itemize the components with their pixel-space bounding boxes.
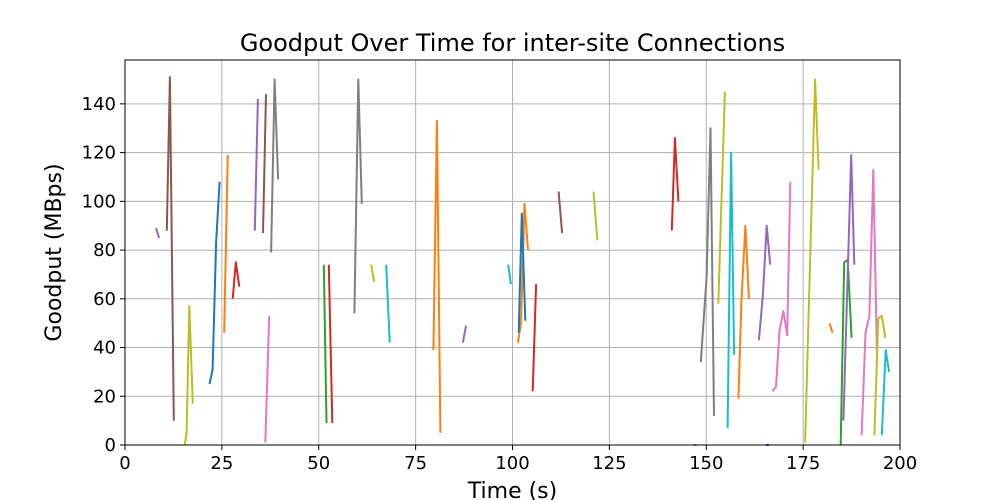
series-line [208,181,221,385]
series-line [270,78,280,253]
chart-title: Goodput Over Time for inter-site Connect… [240,29,785,57]
series-line [253,98,259,231]
series-line [183,305,194,446]
series-line [262,94,267,234]
series-line [517,212,527,333]
series-line [839,258,853,446]
series-line [860,168,879,436]
x-tick-label: 100 [495,453,529,474]
x-tick-label: 25 [210,453,233,474]
series-line [880,349,891,436]
series-line [828,322,834,334]
y-tick-label: 40 [93,338,116,359]
x-tick-label: 0 [119,453,130,474]
y-tick-label: 140 [82,94,116,115]
series-line [432,119,442,433]
series-line [385,264,391,343]
y-tick-label: 100 [82,191,116,212]
series-line [370,264,376,282]
series-line [592,191,599,241]
x-tick-label: 50 [307,453,330,474]
series-line [322,264,328,424]
series-lines [155,76,891,446]
series-line [726,151,736,428]
x-tick-label: 150 [689,453,723,474]
series-line [353,78,363,314]
y-tick-label: 120 [82,143,116,164]
series-line [557,191,564,234]
y-tick-label: 0 [105,435,116,456]
series-line [165,76,175,421]
series-line [842,154,856,421]
x-tick-label: 175 [786,453,820,474]
series-line [717,91,726,304]
series-line [327,264,334,424]
y-tick-label: 20 [93,386,116,407]
series-line [223,154,229,333]
series-line [757,224,772,341]
series-line [737,224,750,399]
x-axis-label: Time (s) [467,479,557,500]
x-tick-label: 125 [592,453,626,474]
series-line [264,315,271,443]
series-line [699,127,715,416]
series-line [231,261,241,299]
series-line [155,227,161,239]
axis-ticks: 0 25 50 75 100 125 150 175 200 0 20 40 60 80 100 120 140 [82,94,918,474]
y-axis-label: Goodput (MBps) [42,163,67,341]
series-line [507,264,512,285]
series-line [531,284,538,392]
grid-lines [124,60,901,446]
x-tick-label: 75 [404,453,427,474]
series-line [873,314,887,436]
series-line [670,137,680,231]
series-line [771,181,792,392]
series-line [461,325,467,343]
y-tick-label: 60 [93,289,116,310]
series-line [804,78,820,443]
y-tick-label: 80 [93,240,116,261]
x-tick-label: 200 [883,453,917,474]
